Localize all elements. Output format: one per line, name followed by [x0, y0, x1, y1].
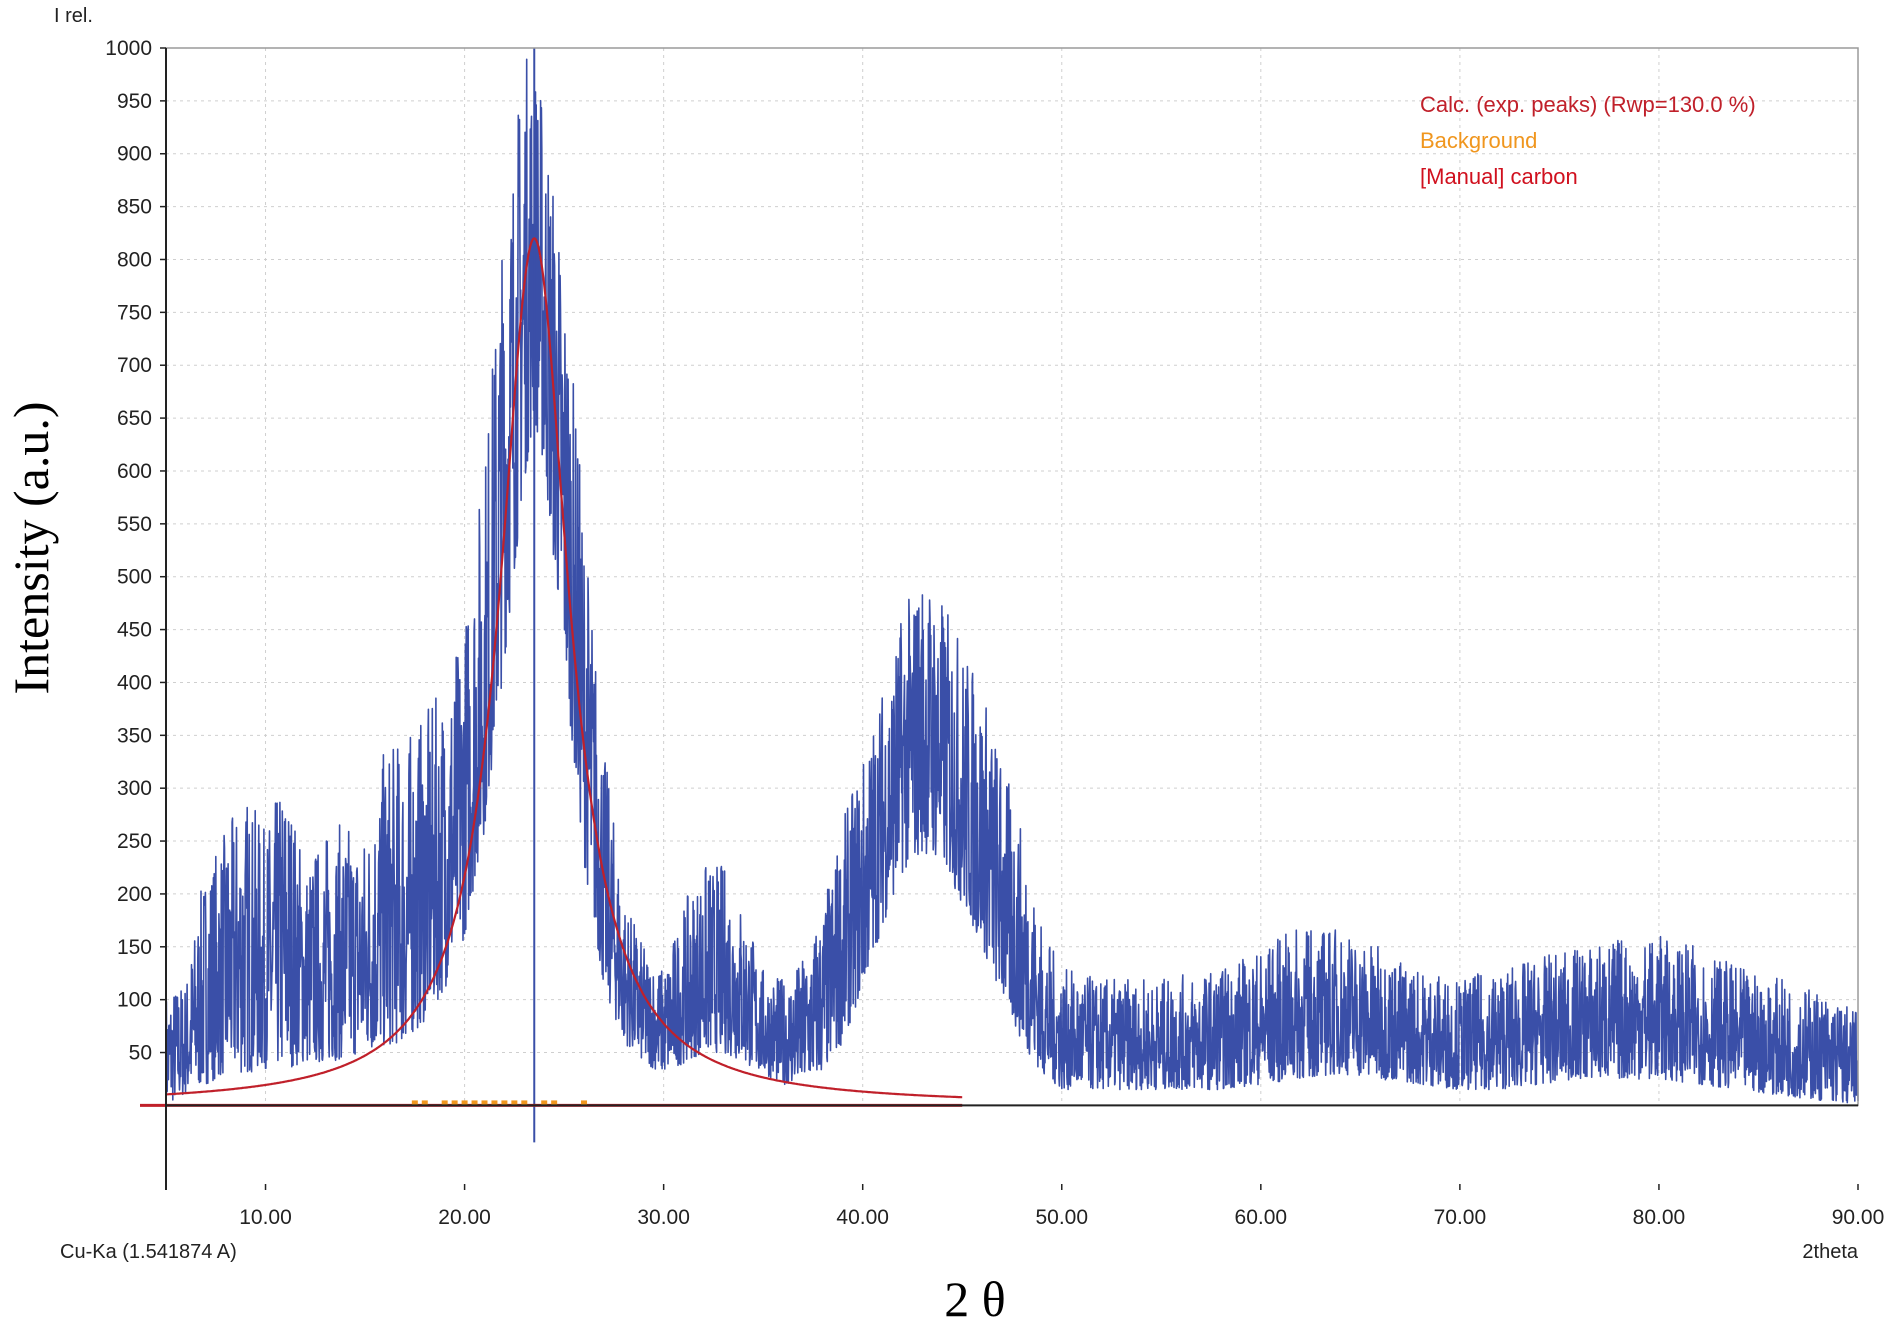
y-tick-label: 800	[117, 248, 152, 271]
calculated-series-line	[165, 237, 963, 1099]
background-tick	[521, 1100, 528, 1106]
y-tick-label: 150	[117, 936, 152, 959]
background-tick	[511, 1100, 518, 1106]
background-tick	[461, 1100, 468, 1106]
y-tick-label: 950	[117, 90, 152, 113]
x-tick-label: 10.00	[239, 1206, 292, 1229]
y-tick-label: 550	[117, 513, 152, 536]
tick-layer: 50 100 150 200 250 300 350 400 450 500 550 600 650 70…	[105, 37, 1884, 1229]
y-tick-label: 200	[117, 883, 152, 906]
x-tick-label: 50.00	[1035, 1206, 1088, 1229]
y-tick-label: 900	[117, 143, 152, 166]
legend: Calc. (exp. peaks) (Rwp=130.0 %) Backgro…	[1420, 92, 1756, 189]
data-layer	[140, 48, 1859, 1143]
measured-series-line	[165, 58, 1859, 1106]
y-tick-label: 1000	[105, 37, 152, 60]
x-tick-label: 80.00	[1633, 1206, 1686, 1229]
background-tick	[491, 1100, 498, 1106]
y-tick-label: 100	[117, 989, 152, 1012]
x-tick-label: 90.00	[1832, 1206, 1885, 1229]
background-tick	[471, 1100, 478, 1106]
x-unit-label: 2theta	[1802, 1241, 1858, 1263]
y-tick-label: 600	[117, 460, 152, 483]
background-tick	[481, 1100, 488, 1106]
y-tick-label: 450	[117, 619, 152, 642]
background-tick	[421, 1100, 428, 1106]
x-tick-label: 40.00	[836, 1206, 889, 1229]
y-tick-label: 350	[117, 724, 152, 747]
y-axis-title: Intensity (a.u.)	[3, 402, 59, 695]
y-unit-label: I rel.	[54, 5, 93, 27]
y-tick-label: 700	[117, 354, 152, 377]
x-tick-label: 30.00	[637, 1206, 690, 1229]
y-tick-label: 650	[117, 407, 152, 430]
wavelength-label: Cu-Ka (1.541874 A)	[60, 1241, 237, 1263]
y-tick-label: 850	[117, 196, 152, 219]
y-tick-label: 300	[117, 777, 152, 800]
x-tick-label: 70.00	[1434, 1206, 1487, 1229]
x-tick-label: 20.00	[438, 1206, 491, 1229]
background-tick	[541, 1100, 548, 1106]
background-tick	[501, 1100, 508, 1106]
y-tick-label: 500	[117, 566, 152, 589]
legend-item-background: Background	[1420, 128, 1537, 153]
background-tick	[451, 1100, 458, 1106]
legend-item-carbon: [Manual] carbon	[1420, 164, 1578, 189]
y-tick-label: 750	[117, 301, 152, 324]
background-tick	[411, 1100, 418, 1106]
x-axis-title: 2 θ	[944, 1271, 1005, 1327]
legend-item-calc: Calc. (exp. peaks) (Rwp=130.0 %)	[1420, 92, 1756, 117]
background-tick	[441, 1100, 448, 1106]
y-tick-label: 400	[117, 671, 152, 694]
background-tick	[551, 1100, 558, 1106]
y-tick-label: 250	[117, 830, 152, 853]
x-tick-label: 60.00	[1235, 1206, 1288, 1229]
background-tick	[581, 1100, 588, 1106]
y-tick-label: 50	[129, 1042, 152, 1065]
